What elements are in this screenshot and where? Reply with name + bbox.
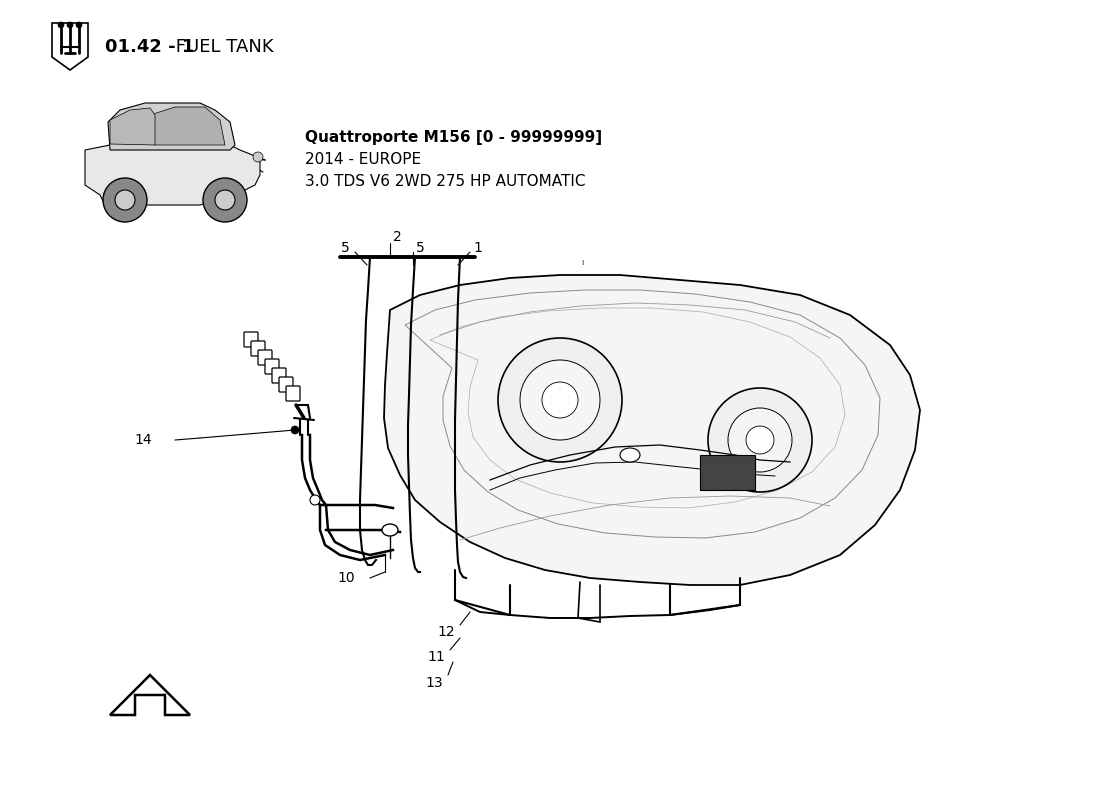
- Circle shape: [76, 22, 82, 28]
- Text: 14: 14: [134, 433, 152, 447]
- Circle shape: [520, 360, 600, 440]
- Polygon shape: [85, 145, 260, 205]
- Circle shape: [498, 338, 622, 462]
- Polygon shape: [108, 103, 235, 150]
- FancyBboxPatch shape: [279, 377, 293, 392]
- Polygon shape: [52, 23, 88, 70]
- Circle shape: [116, 190, 135, 210]
- Polygon shape: [110, 675, 190, 715]
- Ellipse shape: [620, 448, 640, 462]
- Text: 01.42 - 1: 01.42 - 1: [104, 38, 195, 56]
- Text: 2014 - EUROPE: 2014 - EUROPE: [305, 152, 421, 167]
- Circle shape: [103, 178, 147, 222]
- Polygon shape: [384, 275, 920, 585]
- Circle shape: [708, 388, 812, 492]
- FancyBboxPatch shape: [272, 368, 286, 383]
- Circle shape: [204, 178, 248, 222]
- Text: 1: 1: [473, 241, 482, 255]
- Polygon shape: [150, 107, 226, 145]
- Circle shape: [728, 408, 792, 472]
- Circle shape: [67, 22, 73, 28]
- Text: 11: 11: [427, 650, 446, 664]
- Text: 2: 2: [393, 230, 402, 244]
- Text: 10: 10: [338, 571, 355, 585]
- FancyBboxPatch shape: [265, 359, 279, 374]
- Ellipse shape: [382, 524, 398, 536]
- FancyBboxPatch shape: [258, 350, 272, 365]
- Polygon shape: [110, 108, 155, 145]
- Circle shape: [253, 152, 263, 162]
- Text: 12: 12: [438, 625, 455, 639]
- Text: 13: 13: [426, 676, 443, 690]
- FancyBboxPatch shape: [251, 341, 265, 356]
- Text: 3.0 TDS V6 2WD 275 HP AUTOMATIC: 3.0 TDS V6 2WD 275 HP AUTOMATIC: [305, 174, 585, 189]
- Text: 5: 5: [341, 241, 350, 255]
- Circle shape: [542, 382, 578, 418]
- FancyBboxPatch shape: [244, 332, 258, 347]
- Text: Quattroporte M156 [0 - 99999999]: Quattroporte M156 [0 - 99999999]: [305, 130, 602, 145]
- Circle shape: [310, 495, 320, 505]
- Text: ': ': [580, 259, 584, 277]
- FancyBboxPatch shape: [286, 386, 300, 401]
- Circle shape: [58, 22, 64, 28]
- Circle shape: [214, 190, 235, 210]
- Text: 5: 5: [416, 241, 425, 255]
- Text: FUEL TANK: FUEL TANK: [169, 38, 274, 56]
- Circle shape: [746, 426, 774, 454]
- Bar: [700, 455, 755, 490]
- Circle shape: [292, 426, 299, 434]
